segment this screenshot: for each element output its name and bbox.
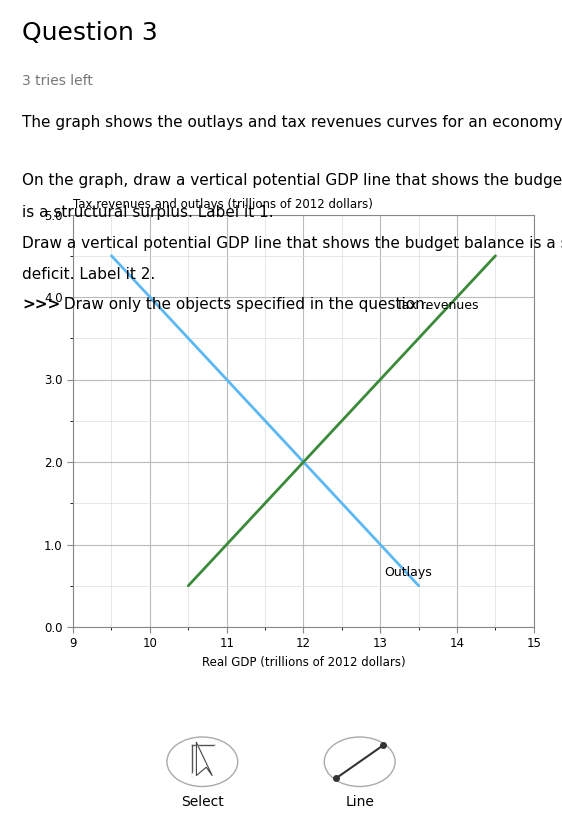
Text: The graph shows the outlays and tax revenues curves for an economy.: The graph shows the outlays and tax reve… [22, 116, 562, 130]
Text: Select: Select [181, 794, 224, 808]
Text: On the graph, draw a vertical potential GDP line that shows the budget balance: On the graph, draw a vertical potential … [22, 173, 562, 188]
Text: Tax revenues and outlays (trillions of 2012 dollars): Tax revenues and outlays (trillions of 2… [73, 197, 373, 210]
Text: Line: Line [345, 794, 374, 808]
Text: 3 tries left: 3 tries left [22, 74, 93, 88]
Text: deficit. Label it 2.: deficit. Label it 2. [22, 267, 156, 282]
Text: Draw only the objects specified in the question.: Draw only the objects specified in the q… [59, 297, 429, 312]
X-axis label: Real GDP (trillions of 2012 dollars): Real GDP (trillions of 2012 dollars) [202, 656, 405, 669]
Text: Question 3: Question 3 [22, 21, 158, 45]
Text: >>>: >>> [22, 297, 61, 312]
Text: Tax revenues: Tax revenues [396, 299, 478, 312]
Text: Outlays: Outlays [384, 566, 432, 579]
Polygon shape [197, 742, 212, 775]
Text: Draw a vertical potential GDP line that shows the budget balance is a structural: Draw a vertical potential GDP line that … [22, 236, 562, 251]
Text: is a structural surplus. Label it 1.: is a structural surplus. Label it 1. [22, 205, 274, 219]
